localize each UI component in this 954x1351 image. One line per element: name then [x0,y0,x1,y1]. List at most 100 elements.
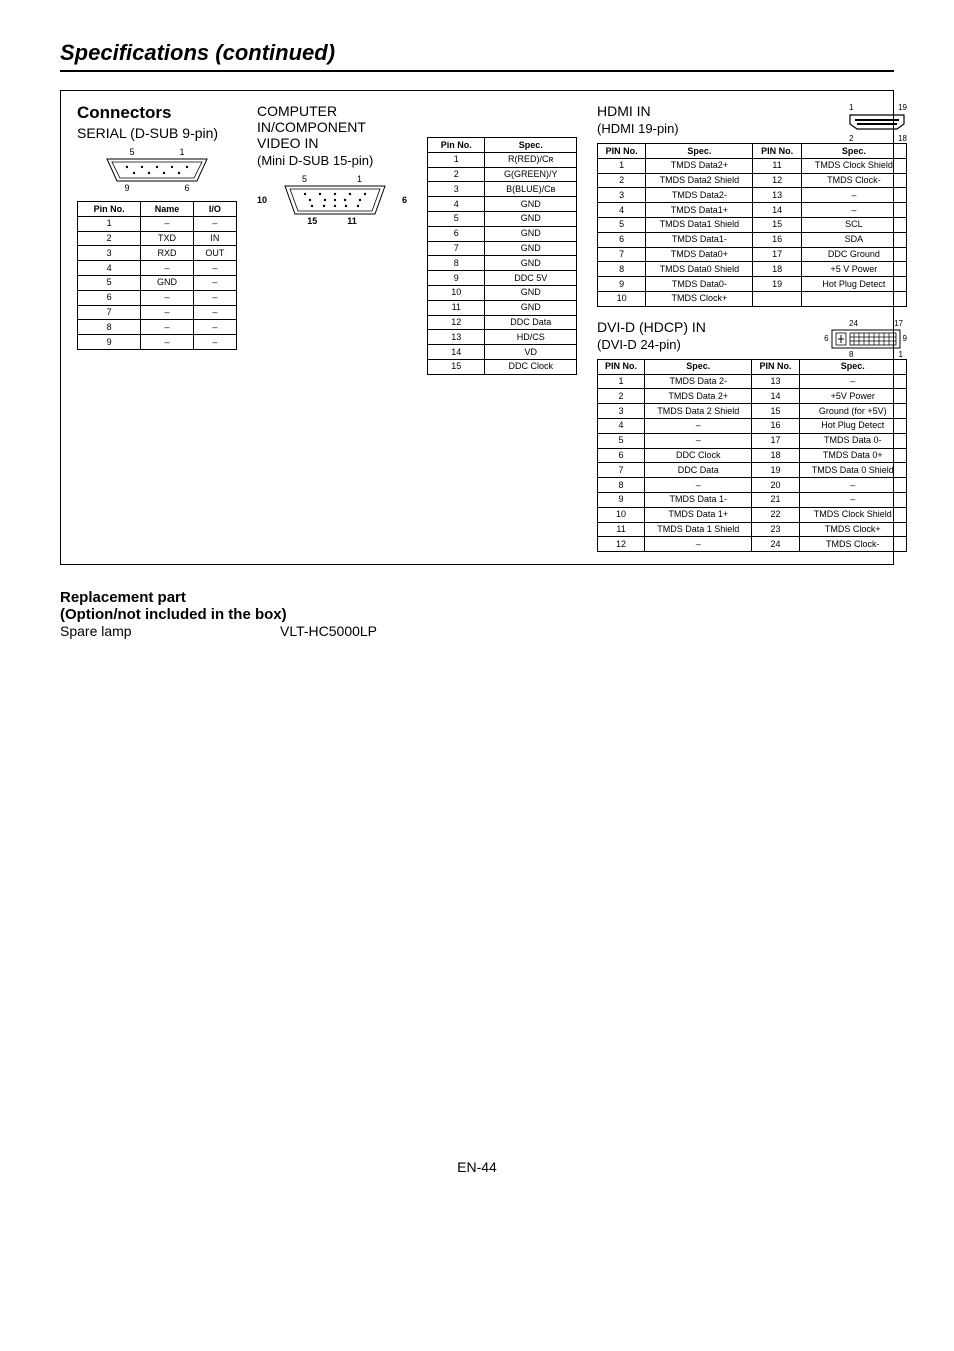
table-cell: 12 [753,173,801,188]
table-cell: – [141,335,193,350]
table-cell: TMDS Clock Shield [801,158,906,173]
table-cell: 17 [752,433,799,448]
table-row: 15DDC Clock [428,359,577,374]
serial-table: Pin No. Name I/O 1––2TXDIN3RXDOUT4––5GND… [77,201,237,350]
table-cell: TMDS Data 2+ [645,389,752,404]
table-cell: – [141,216,193,231]
table-cell: TMDS Data 1- [645,492,752,507]
table-cell: 1 [78,216,141,231]
diagram-label: 24 [849,319,858,328]
table-cell: – [193,261,236,276]
table-cell: 5 [598,433,645,448]
table-cell: 15 [428,359,485,374]
computer-section-right: Pin No. Spec. 1R(RED)/Cʀ2G(GREEN)/Y3B(BL… [427,103,577,375]
diagram-label: 10 [257,195,267,205]
table-cell: 1 [598,158,646,173]
table-cell: 6 [598,448,645,463]
table-row: 1–– [78,216,237,231]
table-cell: GND [485,211,577,226]
table-row: 3RXDOUT [78,246,237,261]
computer-table: Pin No. Spec. 1R(RED)/Cʀ2G(GREEN)/Y3B(BL… [427,137,577,375]
table-row: 1R(RED)/Cʀ [428,152,577,167]
table-row: 3TMDS Data 2 Shield15Ground (for +5V) [598,404,907,419]
table-row: 5GND– [78,275,237,290]
dvi-table: PIN No. Spec. PIN No. Spec. 1TMDS Data 2… [597,359,907,552]
table-cell: 5 [78,275,141,290]
table-row: 7TMDS Data0+17DDC Ground [598,247,907,262]
table-row: 13HD/CS [428,330,577,345]
table-cell: Hot Plug Detect [801,277,906,292]
dvi-connector-diagram: 24 17 6 [824,319,907,359]
th: PIN No. [752,359,799,374]
table-cell: 7 [78,305,141,320]
table-cell: 8 [598,478,645,493]
table-row: 2TMDS Data 2+14+5V Power [598,389,907,404]
table-cell: – [141,305,193,320]
serial-title: SERIAL (D-SUB 9-pin) [77,125,237,141]
table-cell: 4 [598,418,645,433]
table-cell: 19 [752,463,799,478]
hdmi-table: PIN No. Spec. PIN No. Spec. 1TMDS Data2+… [597,143,907,307]
table-cell: TMDS Clock- [801,173,906,188]
table-cell: 1 [428,152,485,167]
table-cell: TMDS Clock Shield [799,507,906,522]
th: Spec. [801,144,906,159]
diagram-label: 6 [402,195,407,205]
table-cell: 2 [428,167,485,182]
th: Spec. [485,138,577,153]
diagram-label: 6 [185,183,190,193]
table-cell: 12 [428,315,485,330]
table-row: 11TMDS Data 1 Shield23TMDS Clock+ [598,522,907,537]
table-cell: 5 [428,211,485,226]
table-cell: TMDS Data2 Shield [646,173,753,188]
table-cell: DDC Clock [485,359,577,374]
table-cell: 8 [428,256,485,271]
table-cell: 13 [753,188,801,203]
table-cell: GND [485,300,577,315]
table-cell: 9 [598,277,646,292]
table-cell: 14 [428,345,485,360]
table-row: 10GND [428,285,577,300]
table-cell: TMDS Data 1+ [645,507,752,522]
table-cell: – [193,216,236,231]
table-cell: RXD [141,246,193,261]
diagram-label: 5 [129,147,134,157]
table-cell: TXD [141,231,193,246]
table-row: 6–– [78,290,237,305]
table-header-row: Pin No. Name I/O [78,202,237,217]
table-cell: – [141,261,193,276]
th: I/O [193,202,236,217]
replacement-section: Replacement part (Option/not included in… [60,589,894,639]
table-row: 8GND [428,256,577,271]
serial-tbody: 1––2TXDIN3RXDOUT4––5GND–6––7––8––9–– [78,216,237,349]
table-cell: 7 [598,463,645,478]
computer-section-left: COMPUTER IN/COMPONENT VIDEO IN (Mini D-S… [257,103,407,234]
table-cell: 6 [428,226,485,241]
table-cell: DDC 5V [485,271,577,286]
table-cell: – [799,374,906,389]
table-row: 8–20– [598,478,907,493]
table-cell: 23 [752,522,799,537]
table-cell: 3 [78,246,141,261]
table-cell: B(BLUE)/Cʙ [485,182,577,197]
table-cell: 9 [428,271,485,286]
table-row: 3B(BLUE)/Cʙ [428,182,577,197]
table-cell: GND [141,275,193,290]
serial-section: Connectors SERIAL (D-SUB 9-pin) 5 1 9 6 [77,103,237,350]
hdmi-connector-diagram: 1 19 2 18 [847,103,907,143]
diagram-label: 19 [898,103,907,112]
dvi-title: DVI-D (HDCP) IN [597,319,706,335]
table-cell: – [645,418,752,433]
table-cell: DDC Ground [801,247,906,262]
diagram-label: 18 [898,134,907,143]
table-cell: GND [485,256,577,271]
table-row: 1TMDS Data2+11TMDS Clock Shield [598,158,907,173]
table-row: 9DDC 5V [428,271,577,286]
th: PIN No. [598,144,646,159]
table-row: 6TMDS Data1-16SDA [598,232,907,247]
table-row: 6DDC Clock18TMDS Data 0+ [598,448,907,463]
page-title: Specifications (continued) [60,40,894,72]
table-cell: 2 [598,389,645,404]
table-cell: TMDS Data2- [646,188,753,203]
table-cell: 24 [752,537,799,552]
